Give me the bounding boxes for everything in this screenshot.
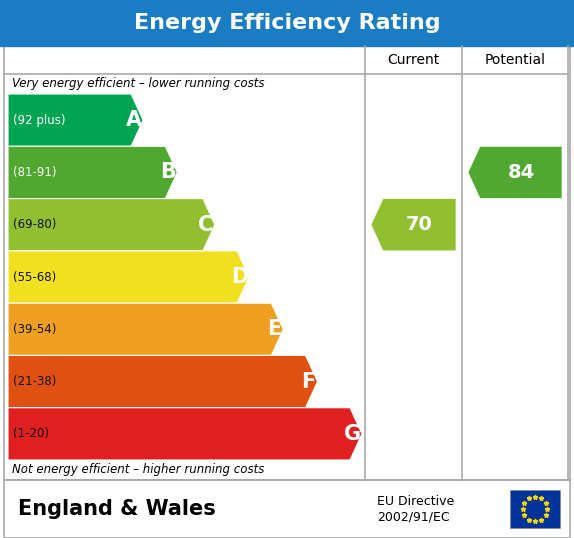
Text: (39-54): (39-54) — [13, 323, 56, 336]
Text: (21-38): (21-38) — [13, 375, 56, 388]
Text: (1-20): (1-20) — [13, 427, 49, 441]
Text: (81-91): (81-91) — [13, 166, 56, 179]
Polygon shape — [8, 251, 249, 303]
Text: (69-80): (69-80) — [13, 218, 56, 231]
Text: Not energy efficient – higher running costs: Not energy efficient – higher running co… — [12, 464, 265, 477]
Text: Very energy efficient – lower running costs: Very energy efficient – lower running co… — [12, 77, 265, 90]
Bar — [510, 490, 560, 528]
Text: Current: Current — [387, 53, 440, 67]
Text: F: F — [301, 372, 316, 392]
Text: England & Wales: England & Wales — [18, 499, 216, 519]
Text: C: C — [198, 215, 214, 235]
Polygon shape — [468, 146, 562, 199]
Text: D: D — [231, 267, 249, 287]
Bar — [4, 46, 570, 480]
Text: (55-68): (55-68) — [13, 271, 56, 284]
Text: Energy Efficiency Rating: Energy Efficiency Rating — [134, 13, 440, 33]
Polygon shape — [8, 146, 177, 199]
Polygon shape — [8, 408, 362, 460]
Text: Potential: Potential — [484, 53, 545, 67]
Text: 70: 70 — [406, 215, 433, 234]
Polygon shape — [371, 199, 456, 251]
Text: E: E — [267, 319, 281, 339]
Polygon shape — [8, 356, 317, 408]
Polygon shape — [8, 303, 284, 356]
Bar — [4, 480, 570, 538]
Text: G: G — [344, 424, 362, 444]
Polygon shape — [8, 94, 143, 146]
Text: 84: 84 — [507, 163, 534, 182]
Text: EU Directive
2002/91/EC: EU Directive 2002/91/EC — [377, 495, 454, 523]
Bar — [0, 0, 574, 46]
Text: A: A — [126, 110, 142, 130]
Text: (92 plus): (92 plus) — [13, 114, 65, 126]
Text: B: B — [160, 162, 176, 182]
Polygon shape — [8, 199, 215, 251]
